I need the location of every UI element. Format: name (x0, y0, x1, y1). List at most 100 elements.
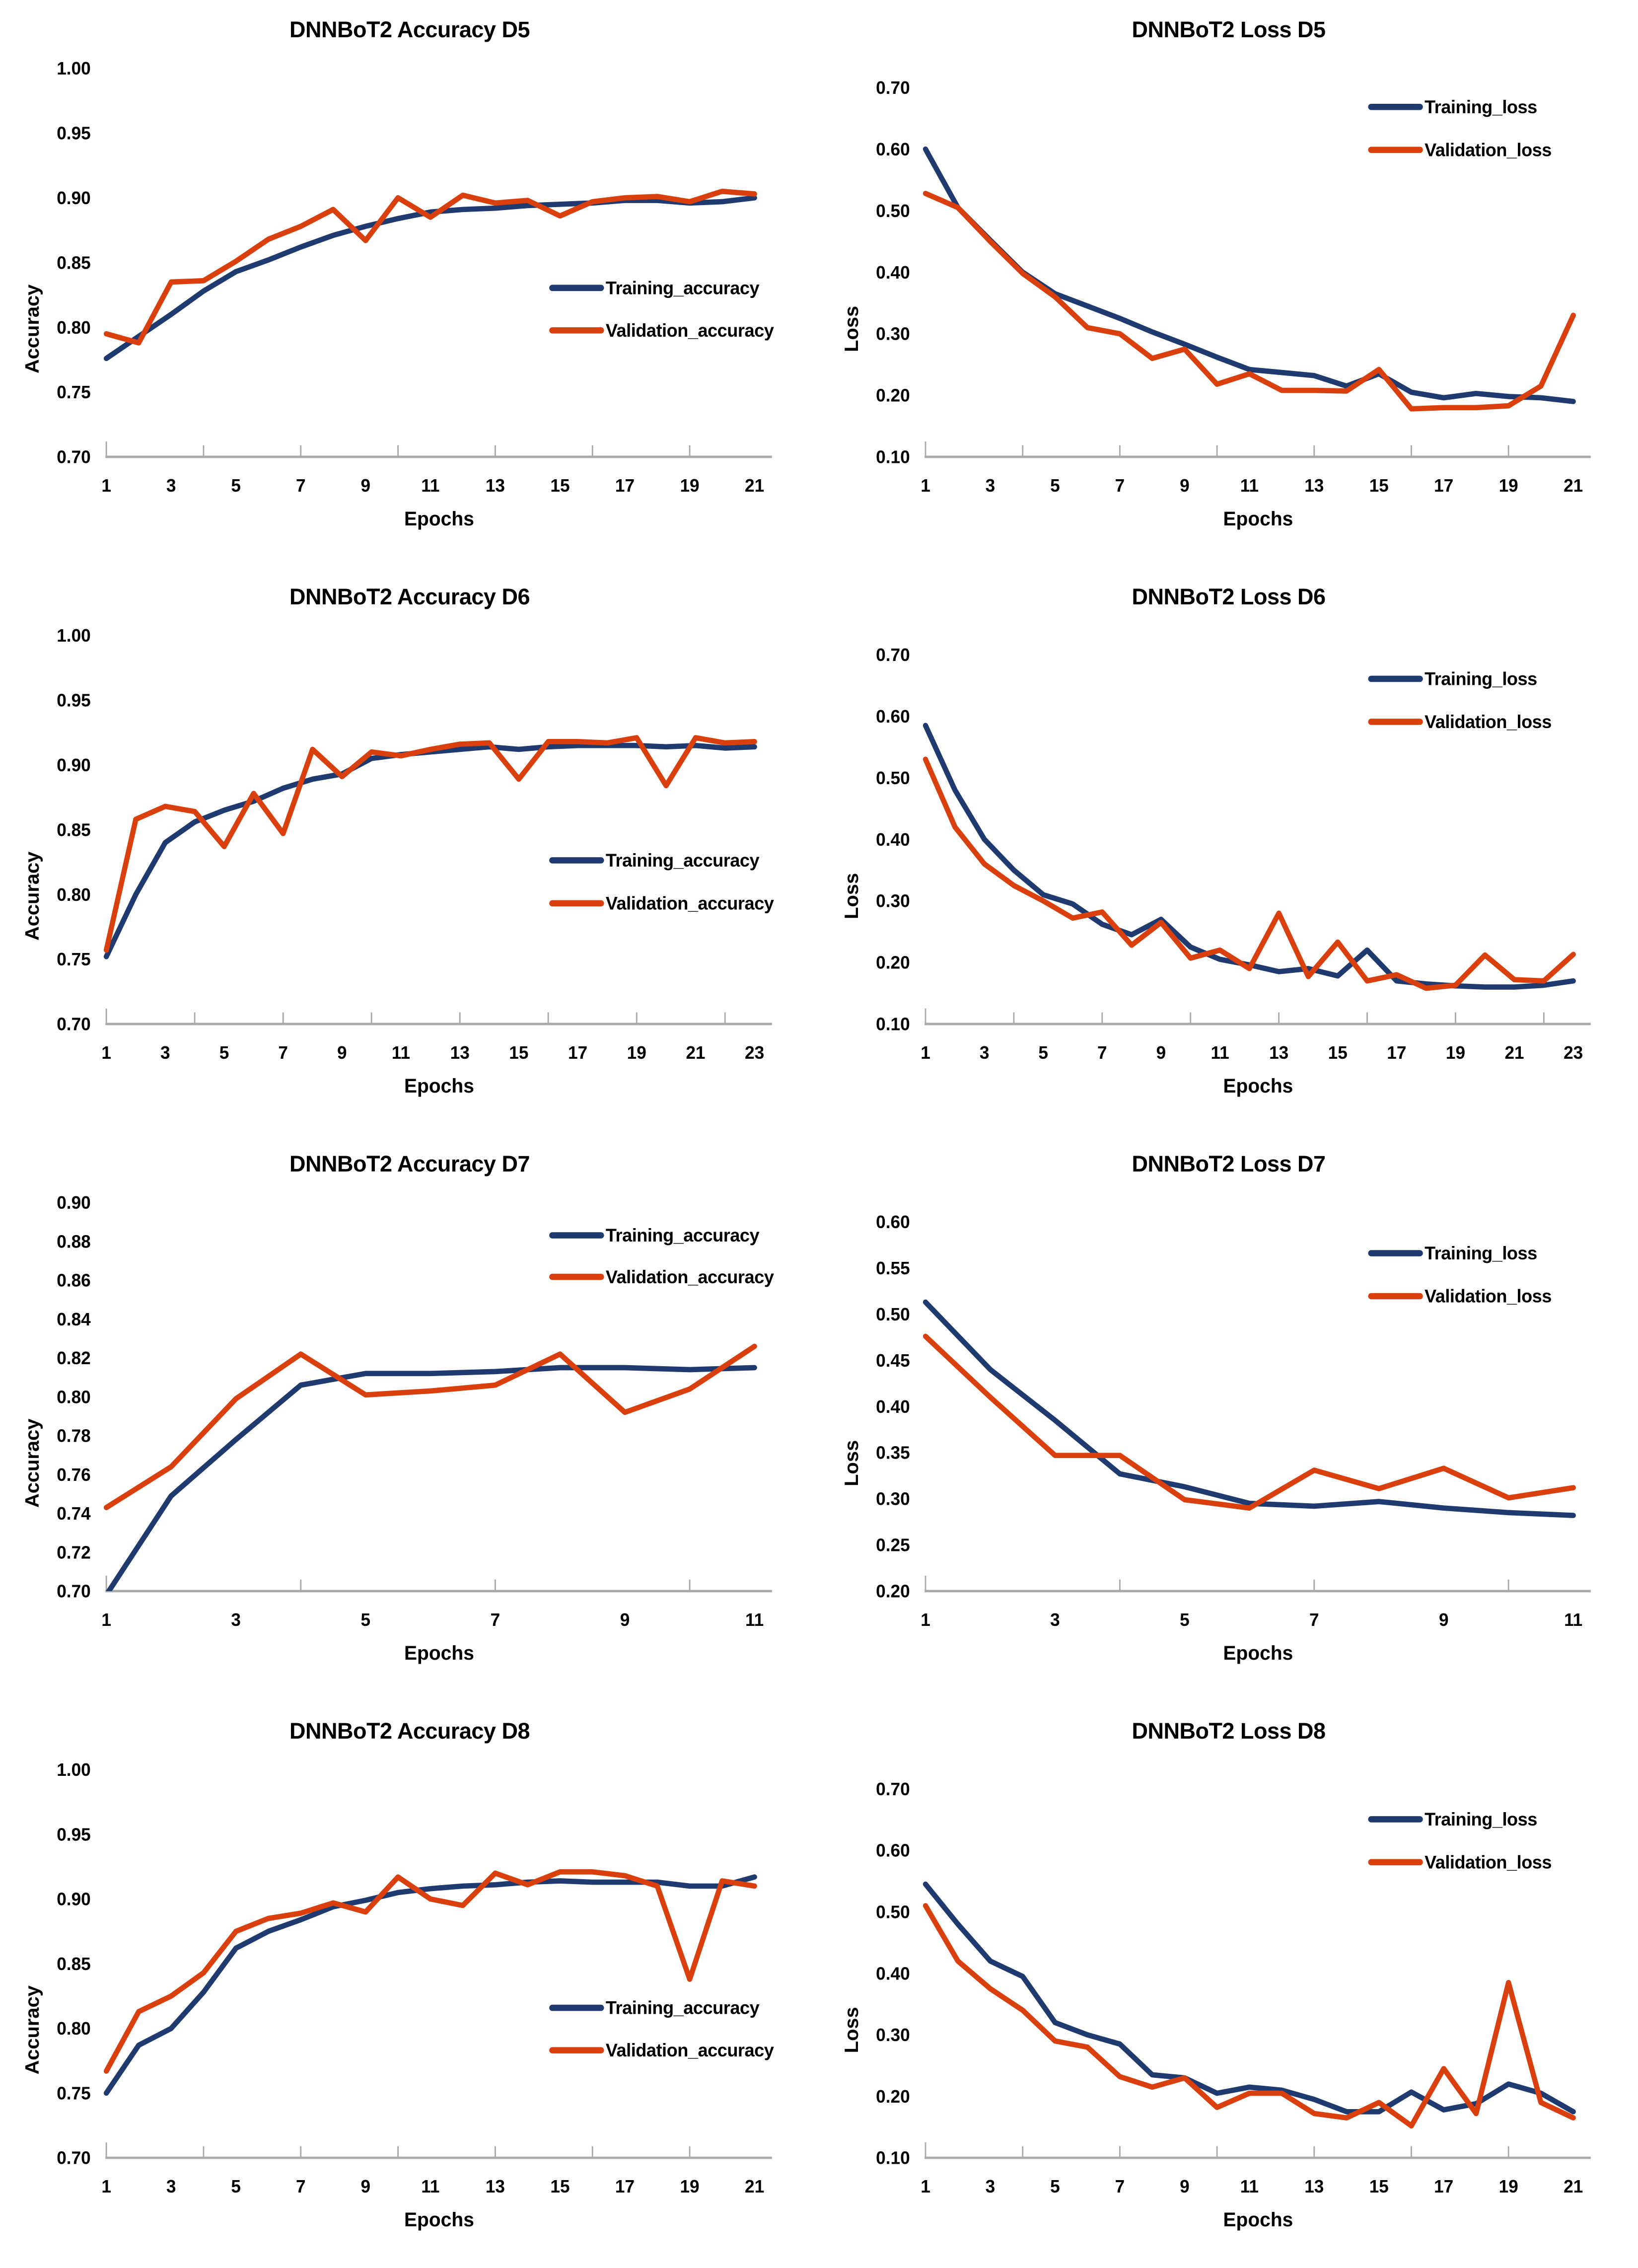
y-axis-title: Loss (841, 2007, 862, 2053)
legend-label: Training_loss (1424, 1243, 1537, 1263)
x-axis-tick-label: 7 (491, 1610, 500, 1630)
legend-label: Training_accuracy (606, 1225, 760, 1245)
y-axis-tick-label: 1.00 (57, 59, 91, 78)
y-axis-title: Loss (841, 873, 862, 919)
x-axis-tick-label: 7 (1115, 2177, 1125, 2196)
y-axis-tick-label: 0.80 (57, 1387, 91, 1407)
line-chart-accuracy-d8: 0.70 0.75 0.80 0.85 0.90 0.95 1.00 1 3 5 7 9 11 13 15 1… (20, 1709, 799, 2260)
chart-title: DNNBoT2 Accuracy D7 (289, 1151, 530, 1176)
y-axis-tick-label: 0.82 (57, 1348, 91, 1368)
x-axis-tick-label: 15 (1369, 2177, 1389, 2196)
x-axis-tick-label: 21 (745, 476, 764, 496)
y-axis-tick-label: 0.76 (57, 1465, 91, 1485)
x-axis-tick-label: 5 (1180, 1610, 1190, 1630)
legend-label: Validation_loss (1424, 1286, 1552, 1306)
y-axis-tick-label: 0.95 (57, 1825, 91, 1844)
legend-label: Validation_loss (1424, 712, 1552, 732)
legend-label: Validation_accuracy (606, 1266, 775, 1287)
legend-label: Training_accuracy (606, 278, 760, 298)
x-axis-tick-label: 7 (278, 1043, 288, 1063)
x-axis-tick-label: 21 (1564, 2177, 1583, 2196)
x-axis-tick-label: 11 (421, 2177, 439, 2196)
y-axis-title: Accuracy (21, 1985, 43, 2074)
x-axis-tick-label: 17 (1434, 2177, 1453, 2196)
y-axis-tick-label: 0.40 (876, 1964, 910, 1983)
y-axis-tick-label: 0.30 (876, 2025, 910, 2045)
series-line-training_loss (923, 1299, 1576, 1518)
x-axis-tick-label: 13 (486, 2177, 505, 2196)
y-axis-tick-label: 0.50 (876, 1305, 910, 1324)
chart-title: DNNBoT2 Loss D6 (1132, 584, 1326, 609)
y-axis-tick-label: 0.30 (876, 1489, 910, 1509)
x-axis-tick-label: 19 (627, 1043, 646, 1063)
series-line-validation_accuracy (103, 735, 757, 953)
x-axis-tick-label: 17 (1387, 1043, 1406, 1063)
y-axis-tick-label: 0.70 (57, 1014, 91, 1034)
series-line-training_accuracy (103, 1874, 757, 2096)
x-axis-tick-label: 7 (1309, 1610, 1319, 1630)
x-axis-tick-label: 11 (392, 1043, 410, 1063)
x-axis-tick-label: 11 (1240, 2177, 1259, 2196)
y-axis-title: Accuracy (21, 852, 43, 941)
x-axis-tick-label: 11 (1211, 1043, 1229, 1063)
y-axis-tick-label: 0.72 (57, 1542, 91, 1562)
x-axis-title: Epochs (1223, 1075, 1293, 1097)
x-axis-tick-label: 5 (1038, 1043, 1048, 1063)
y-axis-tick-label: 0.90 (57, 188, 91, 208)
y-axis-tick-label: 0.95 (57, 123, 91, 143)
x-axis-tick-label: 9 (1180, 476, 1190, 496)
y-axis-tick-label: 0.84 (57, 1310, 91, 1329)
y-axis-tick-label: 0.50 (876, 1902, 910, 1922)
x-axis-tick-label: 17 (1434, 476, 1453, 496)
x-axis-tick-label: 9 (620, 1610, 630, 1630)
x-axis-tick-label: 5 (231, 2177, 241, 2196)
x-axis-tick-label: 15 (509, 1043, 528, 1063)
x-axis-tick-label: 21 (1504, 1043, 1524, 1063)
x-axis-tick-label: 17 (615, 2177, 635, 2196)
chart-svg: 0.100.200.300.400.500.600.701 3 5 7 9 11 13 15 1… (841, 645, 1591, 1097)
y-axis-tick-label: 0.86 (57, 1270, 91, 1290)
y-axis-tick-label: 0.55 (876, 1258, 910, 1278)
y-axis-tick-label: 0.70 (57, 1581, 91, 1601)
x-axis-tick-label: 9 (1180, 2177, 1190, 2196)
x-axis-tick-label: 3 (166, 2177, 176, 2196)
x-axis-title: Epochs (1223, 508, 1293, 530)
y-axis-tick-label: 0.85 (57, 820, 91, 840)
x-axis-tick-label: 1 (101, 1610, 111, 1630)
y-axis-tick-label: 0.20 (876, 385, 910, 405)
y-axis-tick-label: 0.20 (876, 2087, 910, 2107)
chart-title: DNNBoT2 Accuracy D8 (289, 1718, 530, 1744)
y-axis-tick-label: 0.45 (876, 1351, 910, 1371)
x-axis-tick-label: 21 (686, 1043, 705, 1063)
line-chart-accuracy-d7: 0.70 0.72 0.74 0.76 0.78 0.80 0.82 0.84 0.86 0.88… (20, 1142, 799, 1693)
series-line-training_accuracy (103, 195, 757, 362)
x-axis-tick-label: 13 (1269, 1043, 1288, 1063)
line-chart-accuracy-d5: 0.70 0.75 0.80 0.85 0.90 0.95 1.00 1 3 5 7 9 11 13 15 1… (20, 8, 799, 559)
x-axis-tick-label: 7 (1097, 1043, 1107, 1063)
x-axis-tick-label: 17 (615, 476, 635, 496)
x-axis-tick-label: 11 (1564, 1610, 1582, 1630)
x-axis-tick-label: 11 (1240, 476, 1259, 496)
x-axis-tick-label: 19 (680, 2177, 699, 2196)
x-axis-tick-label: 1 (101, 476, 111, 496)
y-axis-tick-label: 0.75 (57, 2083, 91, 2103)
x-axis-tick-label: 3 (1050, 1610, 1060, 1630)
y-axis-tick-label: 0.60 (876, 707, 910, 727)
x-axis-tick-label: 1 (101, 1043, 111, 1063)
legend-label: Training_accuracy (606, 850, 760, 871)
x-axis-tick-label: 15 (1369, 476, 1389, 496)
legend-label: Training_accuracy (606, 1997, 760, 2018)
series-line-validation_loss (923, 756, 1576, 991)
x-axis-tick-label: 9 (337, 1043, 347, 1063)
x-axis-tick-label: 13 (486, 476, 505, 496)
line-chart-accuracy-d6: 0.70 0.75 0.80 0.85 0.90 0.95 1.00 1 3 5 7 9 11 13 15 1… (20, 575, 799, 1126)
x-axis-tick-label: 5 (361, 1610, 371, 1630)
legend-label: Validation_loss (1424, 1852, 1552, 1872)
y-axis-tick-label: 0.78 (57, 1426, 91, 1446)
x-axis-tick-label: 19 (1499, 476, 1518, 496)
x-axis-tick-label: 9 (1439, 1610, 1449, 1630)
x-axis-tick-label: 15 (550, 2177, 570, 2196)
chart-title: DNNBoT2 Loss D8 (1132, 1718, 1326, 1744)
y-axis-tick-label: 0.70 (876, 1779, 910, 1799)
